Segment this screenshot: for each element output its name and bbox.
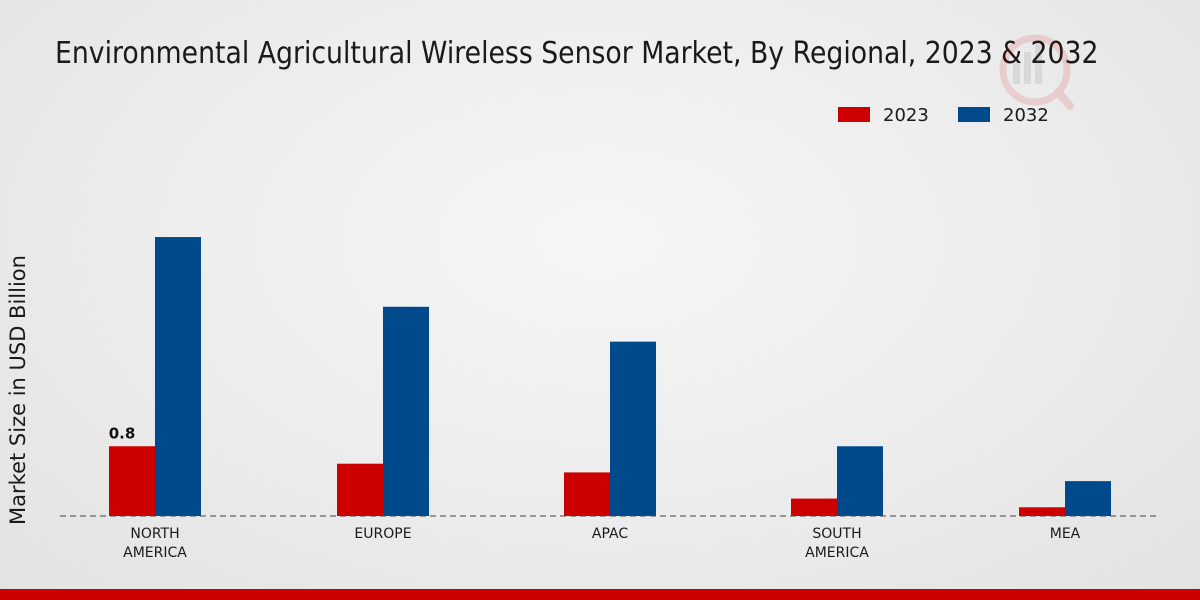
bar-2023-south-america — [791, 498, 837, 516]
bar-2032-europe — [383, 306, 429, 516]
x-tick-label: SOUTH AMERICA — [805, 526, 869, 561]
bar-2023-apac — [564, 472, 610, 516]
legend-label-2032: 2032 — [1003, 105, 1049, 126]
x-axis-ticks: NORTH AMERICA EUROPE APAC SOUTH AMERICA MEA — [123, 526, 1081, 561]
x-tick-label: APAC — [592, 526, 628, 542]
legend-label-2023: 2023 — [883, 105, 929, 126]
y-axis-label: Market Size in USD Billion — [6, 255, 30, 525]
legend-swatch-2023 — [838, 107, 870, 122]
x-tick-label: MEA — [1050, 526, 1081, 542]
bar-2023-mea — [1019, 507, 1065, 516]
x-tick-label: NORTH AMERICA — [123, 526, 187, 561]
bar-2032-mea — [1065, 481, 1111, 516]
data-label: 0.8 — [109, 424, 136, 442]
legend-swatch-2032 — [958, 107, 990, 122]
watermark-logo — [999, 34, 1074, 110]
bars-group: 0.8 — [109, 237, 1111, 517]
bottom-accent-bar — [0, 589, 1200, 600]
legend: 2023 2032 — [838, 105, 1049, 126]
x-tick-label: EUROPE — [354, 526, 411, 542]
bar-2032-north-america — [155, 237, 201, 517]
bar-2032-south-america — [837, 446, 883, 516]
chart-title: Environmental Agricultural Wireless Sens… — [55, 36, 1099, 71]
bar-2023-europe — [337, 463, 383, 516]
bar-2023-north-america — [109, 446, 155, 516]
bar-2032-apac — [610, 341, 656, 516]
